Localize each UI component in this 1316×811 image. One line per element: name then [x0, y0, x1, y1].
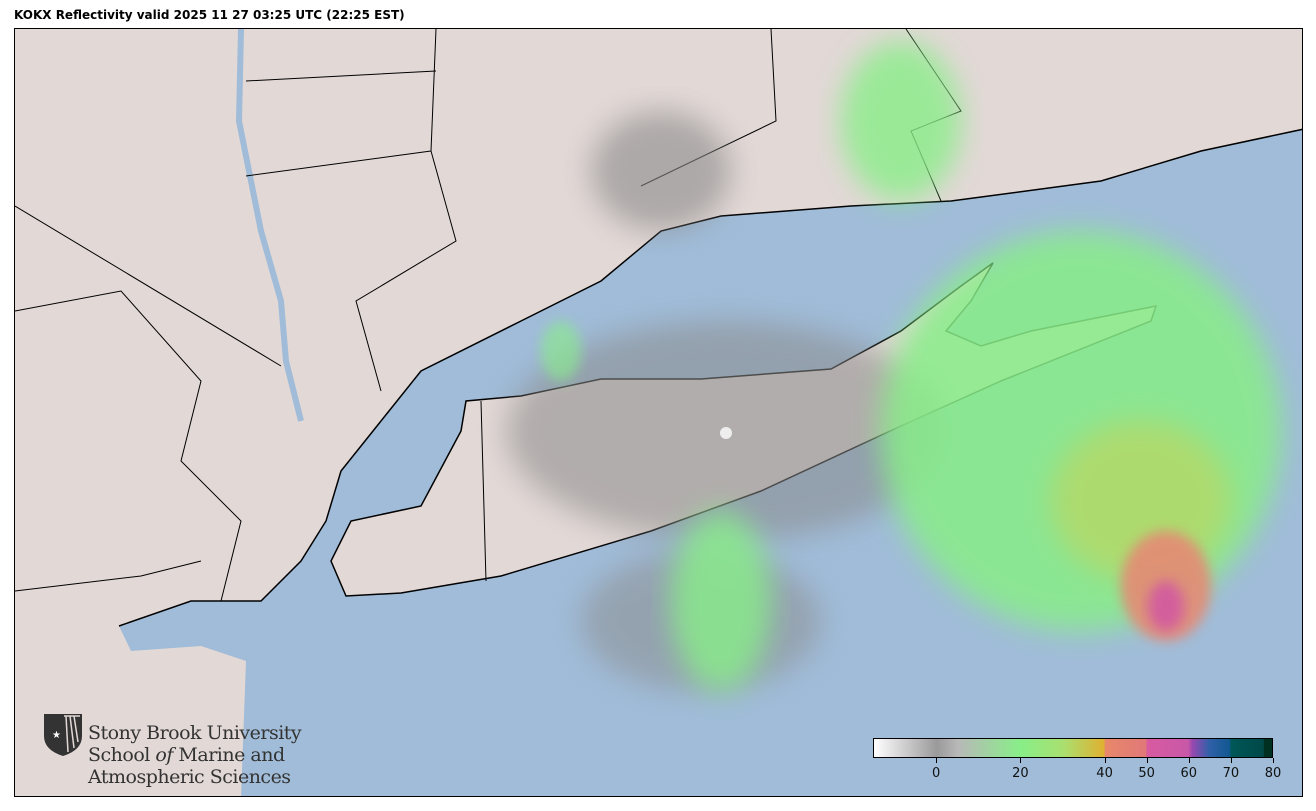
radar-map[interactable] — [14, 28, 1303, 797]
logo-text: of — [155, 744, 173, 766]
colorbar-tick-label: 0 — [932, 766, 941, 781]
radar-echoes — [506, 41, 1281, 691]
colorbar-tick — [1020, 758, 1022, 763]
colorbar-tick — [1273, 758, 1274, 763]
colorbar-tick-label: 40 — [1096, 766, 1113, 781]
shield-star-icon: ★ — [44, 714, 82, 756]
logo-line-1: Stony Brook University — [88, 722, 302, 744]
colorbar-tick — [1188, 758, 1190, 763]
reflectivity-colorbar — [873, 738, 1273, 758]
colorbar-tick — [1104, 758, 1106, 763]
hudson-river — [235, 29, 304, 422]
logo-text: Marine and — [172, 744, 285, 766]
colorbar-tick — [1230, 758, 1232, 763]
colorbar-tick-label: 60 — [1180, 766, 1198, 781]
logo-line-2: School of Marine and — [88, 744, 301, 766]
colorbar-tick — [1146, 758, 1148, 763]
svg-text:★: ★ — [52, 730, 61, 741]
logo-text: School — [88, 744, 156, 766]
colorbar-tick-label: 50 — [1138, 766, 1155, 781]
colorbar-tick — [936, 758, 938, 763]
coastline — [118, 128, 1302, 627]
logo-line-3: Atmospheric Sciences — [88, 766, 291, 788]
colorbar-tick-label: 80 — [1264, 766, 1282, 781]
colorbar-tick-label: 20 — [1012, 766, 1029, 781]
map-title: KOKX Reflectivity valid 2025 11 27 03:25… — [14, 8, 405, 22]
colorbar-tick-label: 70 — [1222, 766, 1240, 781]
